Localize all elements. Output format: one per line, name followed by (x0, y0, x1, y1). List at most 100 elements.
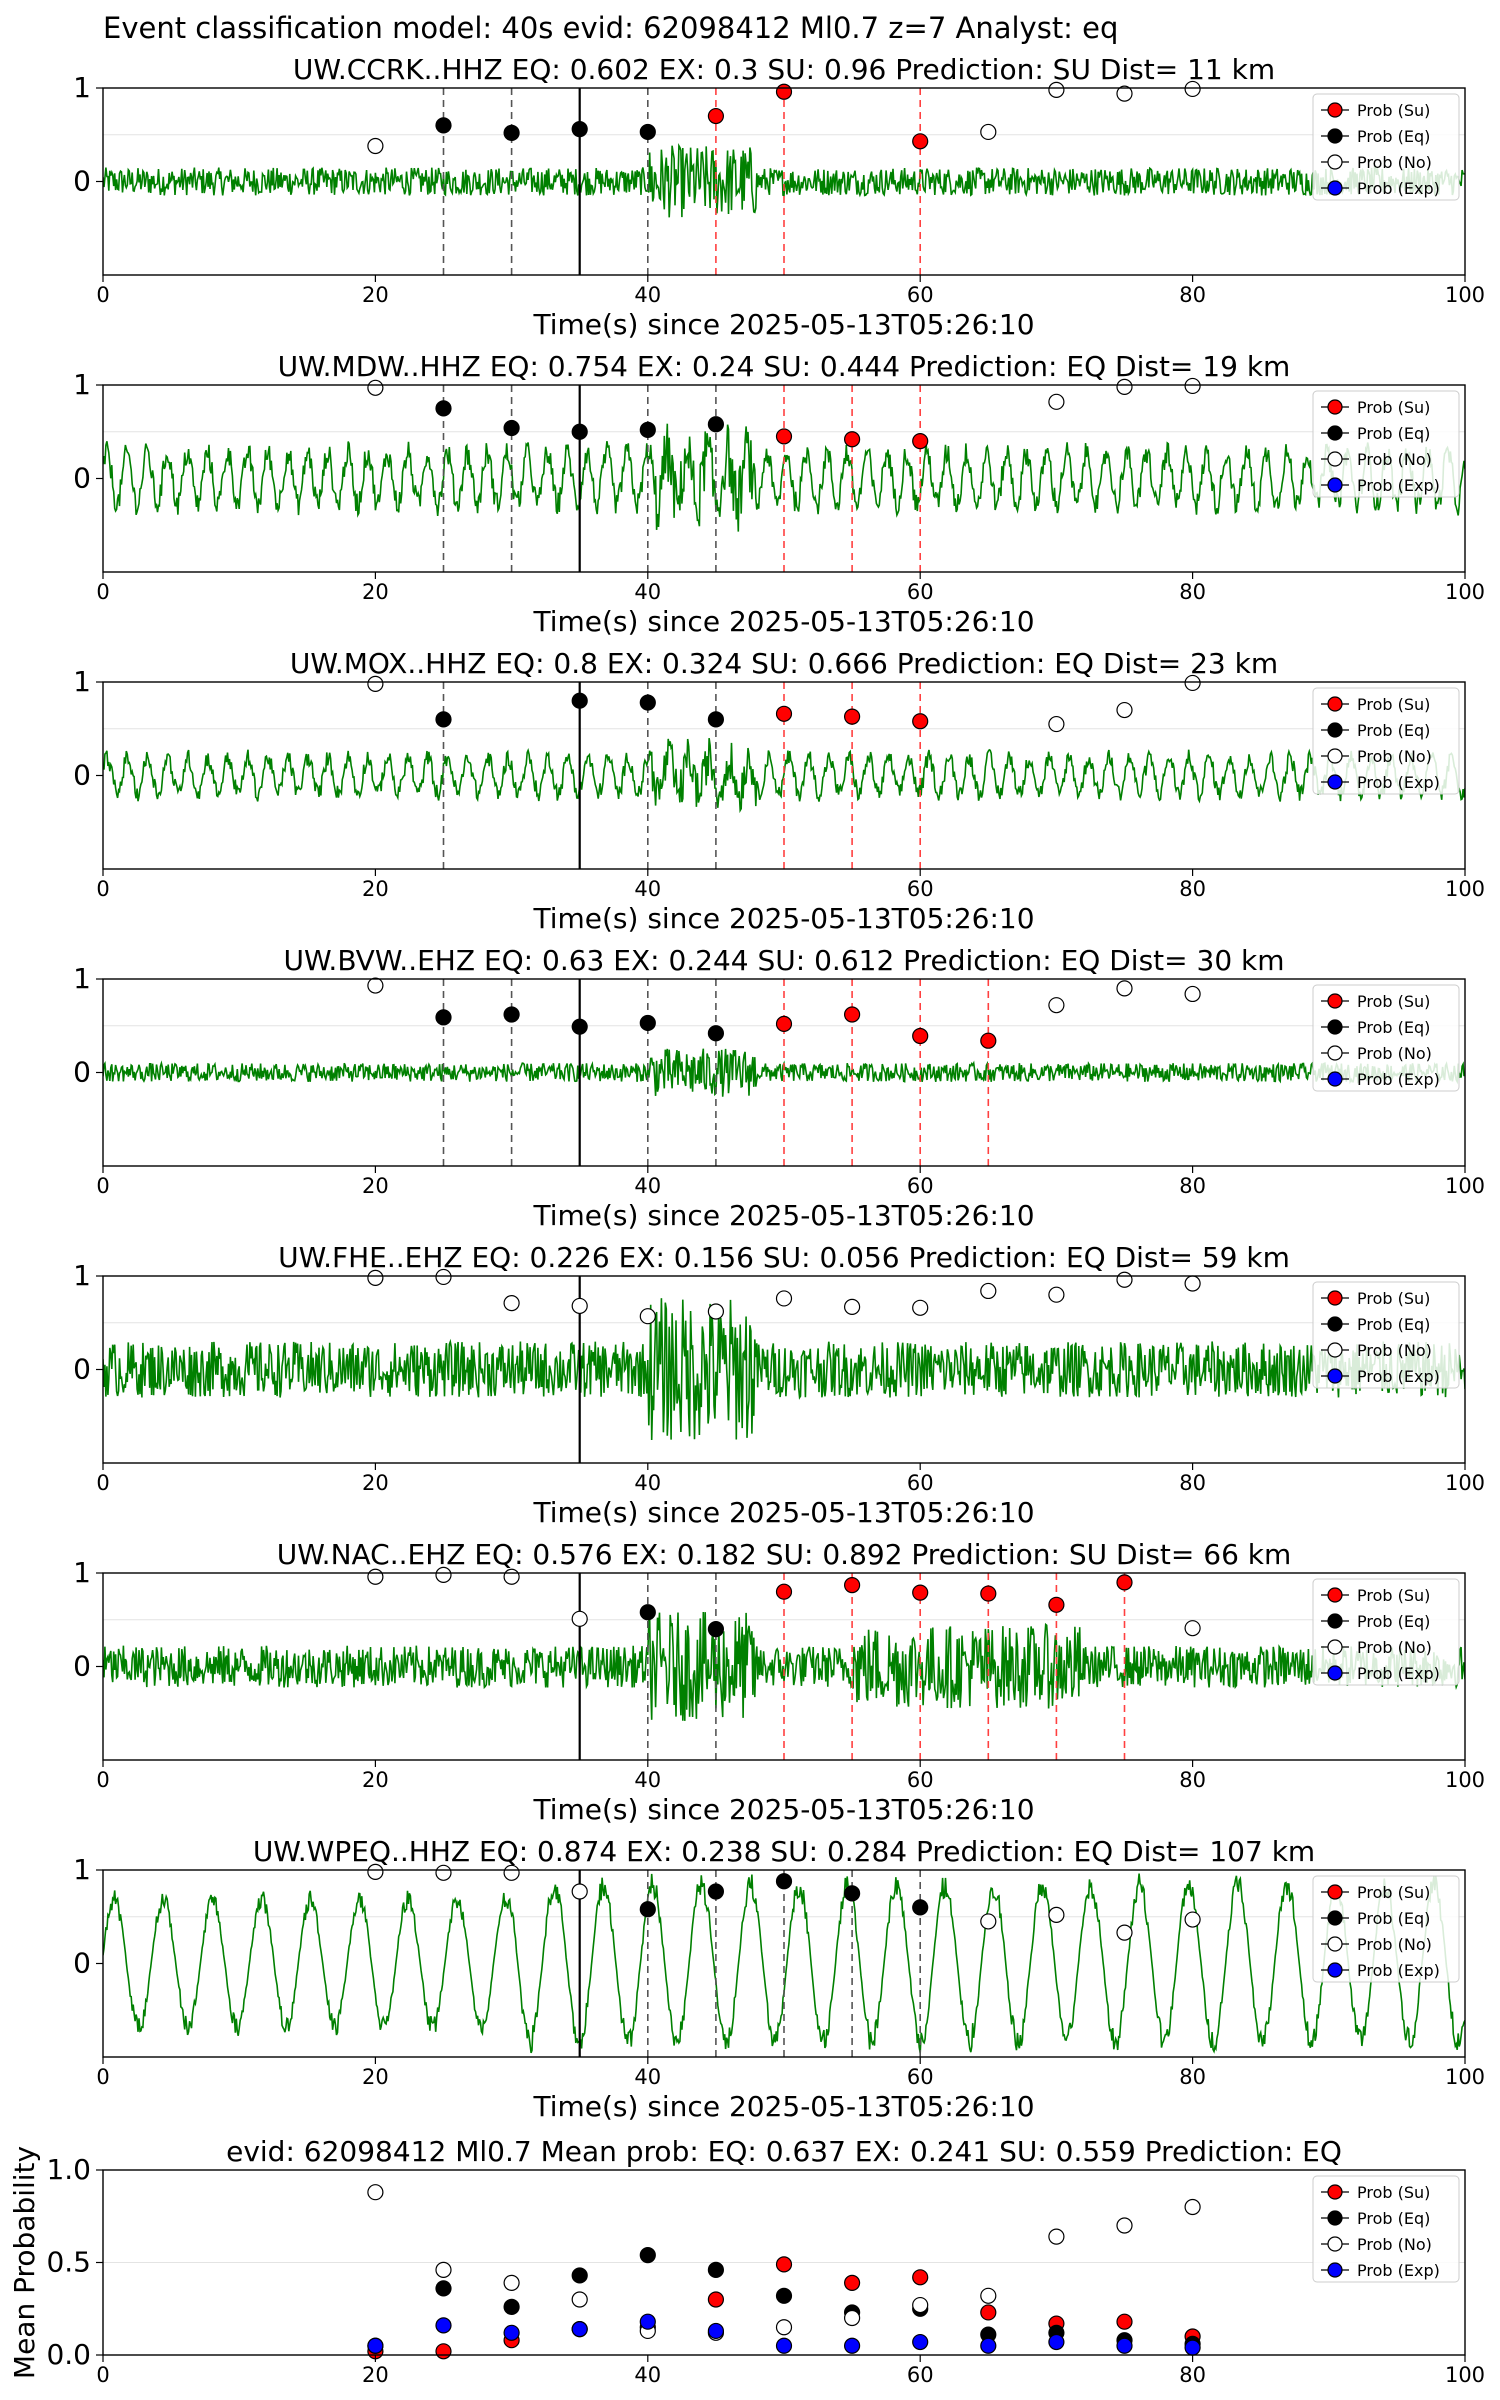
point-prob-no (571, 1883, 588, 1900)
legend-label: Prob (No) (1357, 1044, 1432, 1063)
legend-marker (1327, 2236, 1343, 2252)
point-prob-exp (435, 2317, 452, 2334)
legend-label: Prob (Su) (1357, 398, 1430, 417)
point-prob-no (435, 1864, 452, 1881)
legend-marker (1327, 1071, 1343, 1087)
point-prob-su (843, 1577, 861, 1594)
y-tick-label: 0 (73, 759, 91, 792)
point-prob-eq (435, 1009, 452, 1026)
plot-area (103, 1573, 1465, 1760)
legend-label: Prob (Eq) (1357, 127, 1430, 146)
point-prob-no (1184, 985, 1201, 1003)
legend-label: Prob (Eq) (1357, 1315, 1430, 1334)
legend-marker (1327, 1613, 1343, 1629)
point-prob-no (503, 1864, 520, 1881)
legend-label: Prob (No) (1357, 1638, 1432, 1657)
x-tick-label: 60 (907, 877, 934, 901)
point-prob-no (1184, 1911, 1201, 1928)
legend-label: Prob (No) (1357, 1935, 1432, 1954)
point-prob-no (843, 1298, 861, 1315)
legend-label: Prob (Exp) (1357, 1664, 1440, 1683)
panel-title: UW.MOX..HHZ EQ: 0.8 EX: 0.324 SU: 0.666 … (290, 647, 1278, 680)
legend: Prob (Su) Prob (Eq) Prob (No) Prob (Exp) (1312, 1875, 1460, 1983)
x-tick-label: 40 (634, 580, 661, 604)
x-tick-label: 40 (634, 1174, 661, 1198)
legend-marker (1327, 1587, 1343, 1603)
legend-label: Prob (Su) (1357, 1289, 1430, 1308)
legend-marker (1327, 696, 1343, 712)
legend-box (1312, 2175, 1460, 2283)
legend-marker (1327, 1884, 1343, 1900)
x-axis-label: Time(s) since 2025-05-13T05:26:10 (532, 1793, 1034, 1826)
plot-area (103, 682, 1465, 869)
point-prob-no (367, 675, 384, 692)
legend-label: Prob (Eq) (1357, 2209, 1430, 2228)
legend-marker (1327, 1290, 1343, 1306)
legend-label: Prob (Exp) (1357, 1367, 1440, 1386)
x-tick-label: 20 (362, 1471, 389, 1495)
point-prob-eq (503, 124, 520, 141)
legend-box (1312, 1281, 1460, 1389)
point-prob-no (1048, 997, 1065, 1014)
point-prob-exp (1184, 2339, 1201, 2356)
y-tick-label: 1 (73, 962, 91, 995)
point-prob-eq (843, 1885, 861, 1902)
y-tick-label: 1 (73, 368, 91, 401)
legend-label: Prob (Su) (1357, 101, 1430, 120)
legend-label: Prob (No) (1357, 153, 1432, 172)
y-tick-label: 0 (73, 1353, 91, 1386)
point-prob-exp (843, 2337, 861, 2354)
legend-label: Prob (Exp) (1357, 1070, 1440, 1089)
point-prob-su (775, 1015, 793, 1032)
panel-title: UW.CCRK..HHZ EQ: 0.602 EX: 0.3 SU: 0.96 … (293, 53, 1275, 86)
x-tick-label: 20 (362, 1768, 389, 1792)
x-tick-label: 80 (1179, 2363, 1206, 2387)
x-tick-label: 0 (96, 1768, 109, 1792)
legend-label: Prob (Exp) (1357, 773, 1440, 792)
point-prob-eq (707, 1025, 725, 1042)
plot-area (103, 1870, 1465, 2057)
x-tick-label: 100 (1445, 1768, 1485, 1792)
legend-marker (1327, 1316, 1343, 1332)
legend: Prob (Su) Prob (Eq) Prob (No) Prob (Exp) (1312, 390, 1460, 498)
legend-label: Prob (No) (1357, 1341, 1432, 1360)
point-prob-su (775, 705, 793, 722)
y-tick-label: 0 (73, 462, 91, 495)
legend-label: Prob (Exp) (1357, 179, 1440, 198)
point-prob-no (707, 1303, 725, 1320)
point-prob-no (1048, 393, 1065, 410)
y-tick-label: 1 (73, 1259, 91, 1292)
x-tick-label: 100 (1445, 580, 1485, 604)
point-prob-su (912, 433, 929, 450)
point-prob-su (843, 431, 861, 448)
point-prob-no (1184, 80, 1201, 98)
point-prob-no (435, 1566, 452, 1583)
point-prob-su (912, 713, 929, 730)
x-tick-label: 60 (907, 2065, 934, 2089)
legend-marker (1327, 993, 1343, 1009)
x-tick-label: 20 (362, 2065, 389, 2089)
plot-area (103, 385, 1465, 572)
x-tick-label: 40 (634, 283, 661, 307)
chart-panel-4: UW.BVW..EHZ EQ: 0.63 EX: 0.244 SU: 0.612… (73, 944, 1485, 1232)
point-prob-su (843, 2274, 861, 2291)
point-prob-exp (775, 2337, 793, 2354)
x-tick-label: 20 (362, 283, 389, 307)
x-axis-label: Time(s) since 2025-05-13T05:26:10 (532, 1199, 1034, 1232)
legend-marker (1327, 1342, 1343, 1358)
panel-title: UW.NAC..EHZ EQ: 0.576 EX: 0.182 SU: 0.89… (277, 1538, 1292, 1571)
point-prob-eq (707, 2261, 725, 2278)
point-prob-no (980, 123, 997, 141)
point-prob-no (503, 2274, 520, 2291)
point-prob-exp (707, 2322, 725, 2340)
x-tick-label: 0 (96, 1471, 109, 1495)
x-tick-label: 100 (1445, 1471, 1485, 1495)
legend-marker (1327, 399, 1343, 415)
legend-marker (1327, 180, 1343, 196)
x-tick-label: 0 (96, 2065, 109, 2089)
x-tick-label: 100 (1445, 2363, 1485, 2387)
chart-panel-5: UW.FHE..EHZ EQ: 0.226 EX: 0.156 SU: 0.05… (73, 1241, 1485, 1529)
point-prob-no (1116, 980, 1133, 997)
x-axis-label: Time(s) since 2025-05-13T05:26:10 (532, 2090, 1034, 2123)
legend-marker (1327, 425, 1343, 441)
